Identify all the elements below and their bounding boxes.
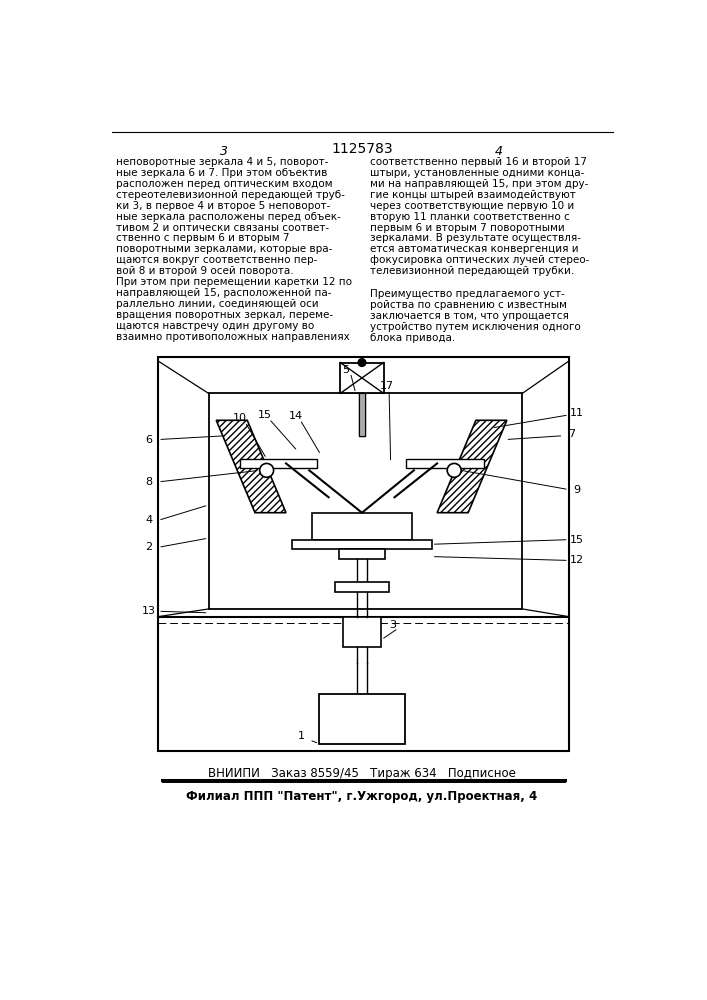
Text: фокусировка оптических лучей стерео-: фокусировка оптических лучей стерео- — [370, 255, 589, 265]
Bar — [158, 357, 569, 751]
Text: ми на направляющей 15, при этом дру-: ми на направляющей 15, при этом дру- — [370, 179, 588, 189]
Text: 15: 15 — [570, 535, 583, 545]
Text: щаются вокруг соответственно пер-: щаются вокруг соответственно пер- — [115, 255, 317, 265]
Text: ВНИИПИ   Заказ 8559/45   Тираж 634   Подписное: ВНИИПИ Заказ 8559/45 Тираж 634 Подписное — [208, 767, 516, 780]
Text: 14: 14 — [289, 411, 303, 421]
Text: зеркалами. В результате осуществля-: зеркалами. В результате осуществля- — [370, 233, 580, 243]
Text: блока привода.: блока привода. — [370, 333, 455, 343]
Text: 8: 8 — [145, 477, 153, 487]
Bar — [340, 363, 384, 393]
Text: 3: 3 — [220, 145, 228, 158]
Text: направляющей 15, расположенной па-: направляющей 15, расположенной па- — [115, 288, 331, 298]
Text: вторую 11 планки соответственно с: вторую 11 планки соответственно с — [370, 212, 569, 222]
Text: ственно с первым 6 и вторым 7: ственно с первым 6 и вторым 7 — [115, 233, 289, 243]
Text: ные зеркала 6 и 7. При этом объектив: ные зеркала 6 и 7. При этом объектив — [115, 168, 327, 178]
Text: Преимущество предлагаемого уст-: Преимущество предлагаемого уст- — [370, 289, 564, 299]
Text: гие концы штырей взаимодействуют: гие концы штырей взаимодействуют — [370, 190, 575, 200]
Text: 13: 13 — [142, 606, 156, 616]
Text: неповоротные зеркала 4 и 5, поворот-: неповоротные зеркала 4 и 5, поворот- — [115, 157, 328, 167]
Text: взаимно противоположных направлениях: взаимно противоположных направлениях — [115, 332, 349, 342]
Text: ройства по сравнению с известным: ройства по сравнению с известным — [370, 300, 566, 310]
Text: 7: 7 — [568, 429, 575, 439]
Text: 4: 4 — [145, 515, 153, 525]
Text: тивом 2 и оптически связаны соответ-: тивом 2 и оптически связаны соответ- — [115, 223, 329, 233]
Bar — [312, 513, 412, 540]
Text: штыри, установленные одними конца-: штыри, установленные одними конца- — [370, 168, 584, 178]
Text: ется автоматическая конвергенция и: ется автоматическая конвергенция и — [370, 244, 578, 254]
Text: 17: 17 — [380, 381, 394, 391]
Text: 11: 11 — [570, 408, 583, 418]
Bar — [292, 540, 432, 549]
Bar — [343, 617, 381, 647]
Ellipse shape — [358, 359, 366, 366]
Text: заключается в том, что упрощается: заключается в том, что упрощается — [370, 311, 568, 321]
Bar — [320, 694, 404, 744]
Bar — [339, 549, 385, 559]
Circle shape — [259, 463, 274, 477]
Bar — [209, 393, 522, 609]
Text: 1125783: 1125783 — [331, 142, 393, 156]
Text: 3: 3 — [390, 620, 397, 630]
Polygon shape — [406, 459, 484, 468]
Bar — [335, 582, 389, 592]
Text: щаются навстречу один другому во: щаются навстречу один другому во — [115, 321, 314, 331]
Text: 15: 15 — [258, 410, 272, 420]
Polygon shape — [216, 420, 286, 513]
Text: телевизионной передающей трубки.: телевизионной передающей трубки. — [370, 266, 574, 276]
Circle shape — [448, 463, 461, 477]
Text: 5: 5 — [342, 365, 349, 375]
Text: через соответствующие первую 10 и: через соответствующие первую 10 и — [370, 201, 574, 211]
Bar — [359, 393, 365, 436]
Text: стереотелевизионной передающей труб-: стереотелевизионной передающей труб- — [115, 190, 344, 200]
Text: вращения поворотных зеркал, переме-: вращения поворотных зеркал, переме- — [115, 310, 332, 320]
Text: Филиал ППП "Патент", г.Ужгород, ул.Проектная, 4: Филиал ППП "Патент", г.Ужгород, ул.Проек… — [187, 790, 537, 803]
Text: ные зеркала расположены перед объек-: ные зеркала расположены перед объек- — [115, 212, 340, 222]
Text: первым 6 и вторым 7 поворотными: первым 6 и вторым 7 поворотными — [370, 223, 564, 233]
Polygon shape — [240, 459, 317, 468]
Text: 1: 1 — [298, 731, 305, 741]
Text: ки 3, в первое 4 и второе 5 неповорот-: ки 3, в первое 4 и второе 5 неповорот- — [115, 201, 330, 211]
Text: 4: 4 — [495, 145, 503, 158]
Text: 12: 12 — [570, 555, 584, 565]
Text: соответственно первый 16 и второй 17: соответственно первый 16 и второй 17 — [370, 157, 587, 167]
Text: устройство путем исключения одного: устройство путем исключения одного — [370, 322, 580, 332]
Text: 6: 6 — [146, 435, 152, 445]
Text: раллельно линии, соединяющей оси: раллельно линии, соединяющей оси — [115, 299, 318, 309]
Text: 10: 10 — [233, 413, 247, 423]
Text: поворотными зеркалами, которые вра-: поворотными зеркалами, которые вра- — [115, 244, 332, 254]
Text: 2: 2 — [145, 542, 153, 552]
Text: 9: 9 — [573, 485, 580, 495]
Polygon shape — [437, 420, 507, 513]
Text: При этом при перемещении каретки 12 по: При этом при перемещении каретки 12 по — [115, 277, 351, 287]
Text: расположен перед оптическим входом: расположен перед оптическим входом — [115, 179, 332, 189]
Text: вой 8 и второй 9 осей поворота.: вой 8 и второй 9 осей поворота. — [115, 266, 293, 276]
